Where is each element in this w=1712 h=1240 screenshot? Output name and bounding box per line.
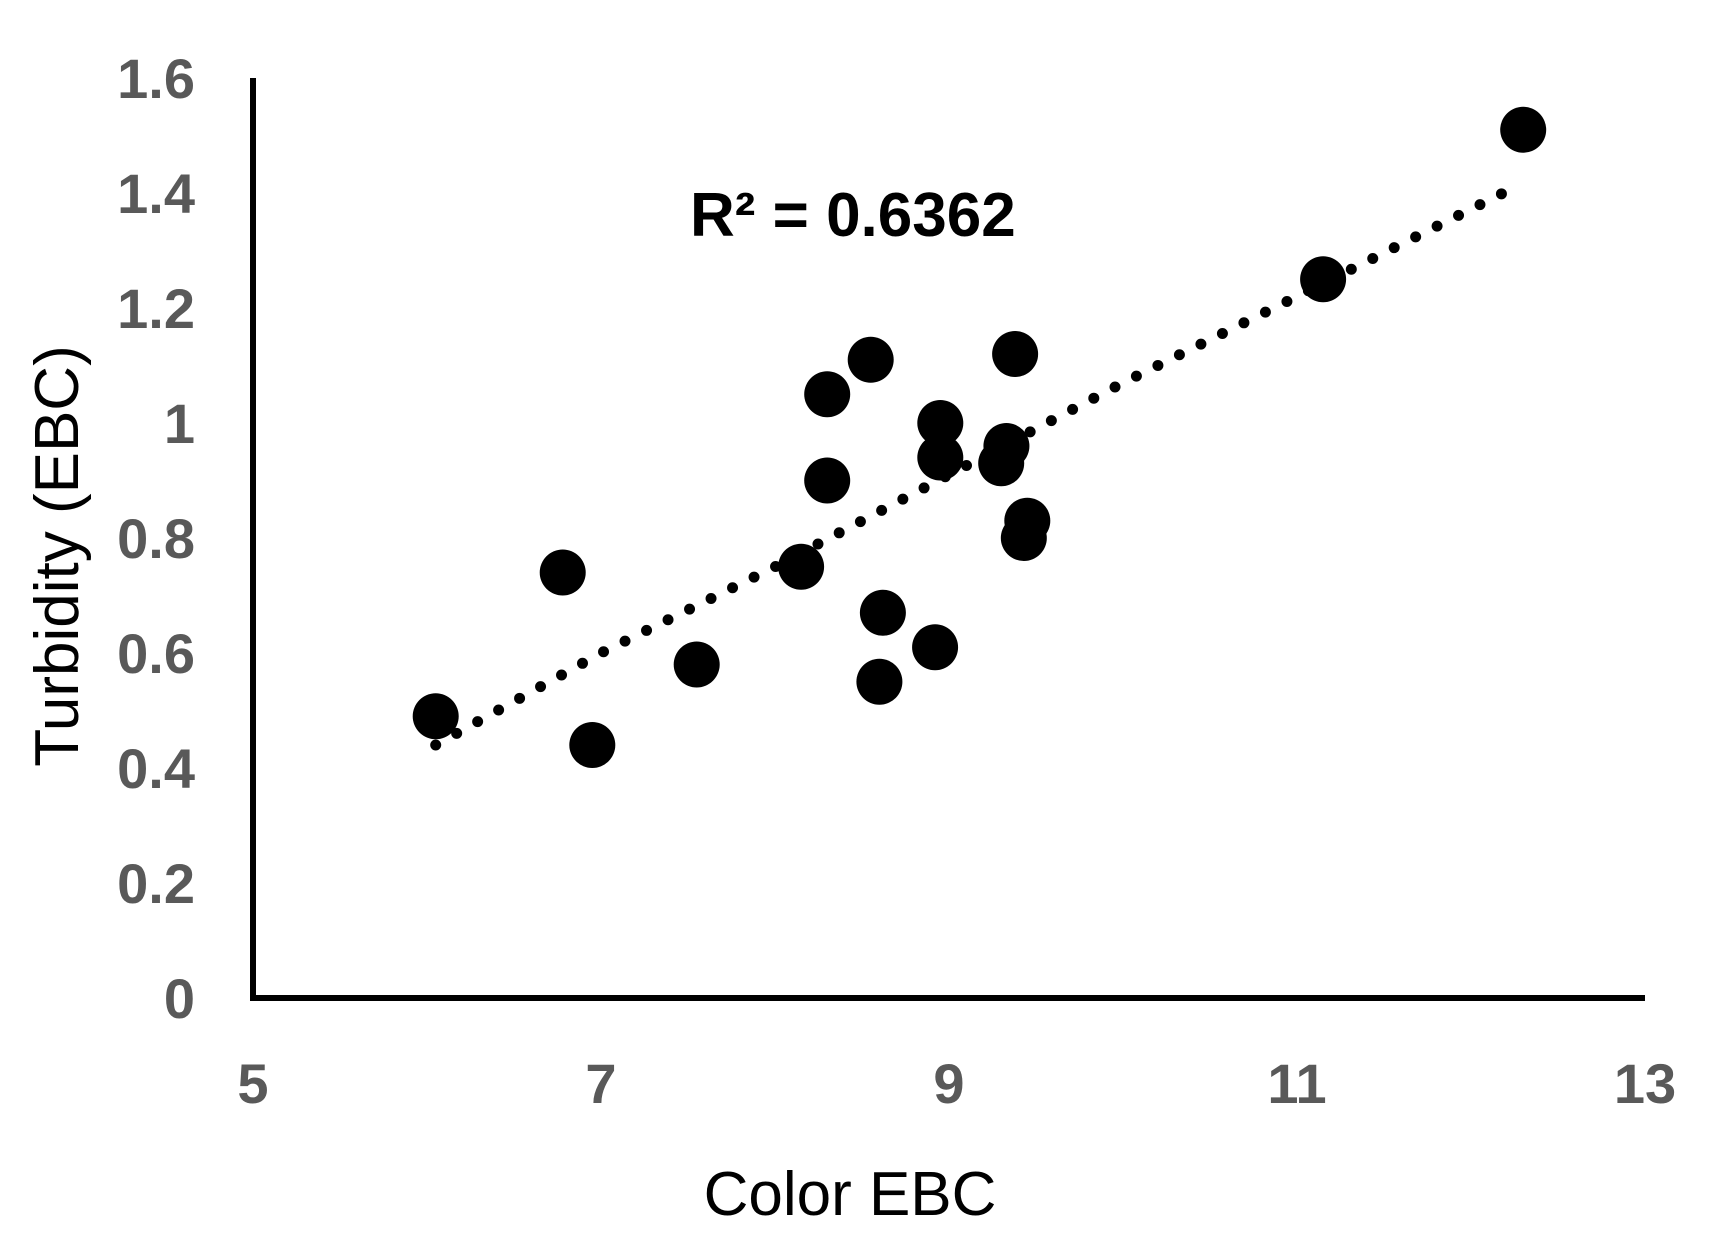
y-tick-label: 0	[164, 967, 195, 1030]
data-point	[778, 543, 825, 590]
data-point	[983, 423, 1030, 469]
y-tick-label: 0.2	[117, 852, 195, 915]
data-point	[804, 371, 851, 418]
data-point	[917, 434, 964, 481]
trendline-layer	[430, 181, 1520, 751]
y-tick-label: 0.6	[117, 622, 195, 685]
y-tick-labels: 0 0.2 0.4 0.6 0.8 1 1.2 1.4 1.6	[117, 47, 195, 1030]
x-tick-label: 5	[237, 1052, 268, 1115]
data-point	[917, 400, 964, 446]
data-point	[856, 658, 903, 705]
x-tick-label: 13	[1614, 1052, 1676, 1115]
data-point	[1004, 497, 1051, 544]
data-point	[673, 641, 720, 688]
x-tick-label: 9	[933, 1052, 964, 1115]
trendline	[430, 181, 1520, 751]
data-point	[412, 693, 459, 740]
data-point	[569, 722, 616, 768]
data-point	[539, 549, 586, 596]
data-point	[1300, 256, 1347, 303]
x-tick-labels: 5 7 9 11 13	[237, 1052, 1676, 1115]
r-squared-annotation: R² = 0.6362	[690, 181, 1016, 250]
points-layer	[412, 106, 1547, 768]
y-tick-label: 0.8	[117, 507, 195, 570]
y-tick-label: 1.6	[117, 47, 195, 110]
y-tick-label: 1	[164, 392, 195, 455]
x-tick-label: 7	[585, 1052, 616, 1115]
data-point	[912, 624, 959, 671]
data-point	[992, 331, 1039, 377]
data-point	[847, 336, 894, 383]
y-axis-title: Turbidity (EBC)	[23, 345, 92, 766]
x-axis-title: Color EBC	[704, 1160, 997, 1229]
data-point	[859, 589, 906, 636]
x-tick-label: 11	[1267, 1052, 1326, 1115]
data-point	[1500, 106, 1547, 153]
data-point	[804, 457, 851, 504]
y-tick-label: 0.4	[117, 737, 195, 800]
y-tick-label: 1.2	[117, 277, 195, 340]
y-tick-label: 1.4	[117, 162, 195, 225]
